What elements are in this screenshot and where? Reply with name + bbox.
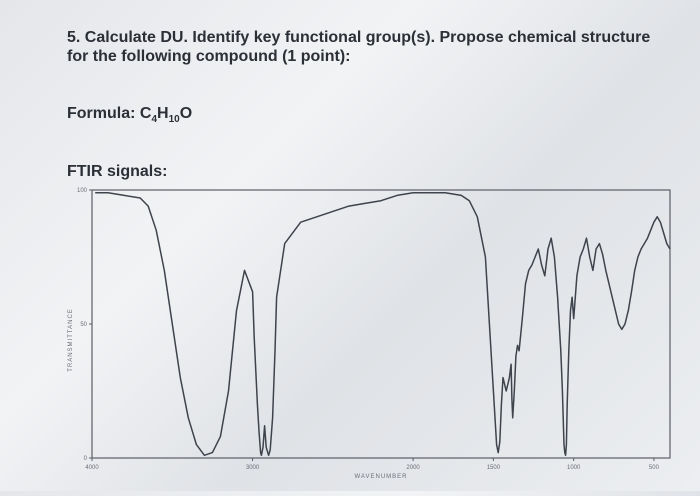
x-tick-label: 3000 bbox=[246, 465, 260, 471]
molecular-formula: Formula: C4H10O bbox=[67, 105, 192, 125]
x-tick-label: 1000 bbox=[567, 465, 581, 471]
y-tick-label: 0 bbox=[84, 456, 88, 462]
plot-frame bbox=[91, 189, 671, 459]
x-tick-label: 500 bbox=[649, 465, 660, 471]
formula-element-c: C bbox=[139, 105, 152, 122]
y-tick-label: 100 bbox=[77, 188, 88, 194]
formula-prefix: Formula: bbox=[67, 105, 140, 122]
ftir-signals-label: FTIR signals: bbox=[67, 163, 168, 180]
y-tick-label: 50 bbox=[80, 322, 87, 328]
x-tick-label: 1500 bbox=[487, 465, 501, 471]
x-tick-label: 2000 bbox=[406, 465, 420, 471]
formula-count-c: 4 bbox=[151, 114, 158, 126]
series-line-transmittance bbox=[95, 191, 671, 457]
x-tick-label: 4000 bbox=[85, 465, 99, 471]
formula-element-h: H bbox=[157, 105, 169, 122]
question-title: 5. Calculate DU. Identify key functional… bbox=[67, 29, 651, 65]
formula-count-h: 10 bbox=[168, 114, 180, 126]
formula-element-o: O bbox=[179, 105, 193, 122]
x-axis-label: WAVENUMBER bbox=[354, 474, 407, 480]
y-axis-label: TRANSMITTANCE bbox=[68, 308, 74, 372]
